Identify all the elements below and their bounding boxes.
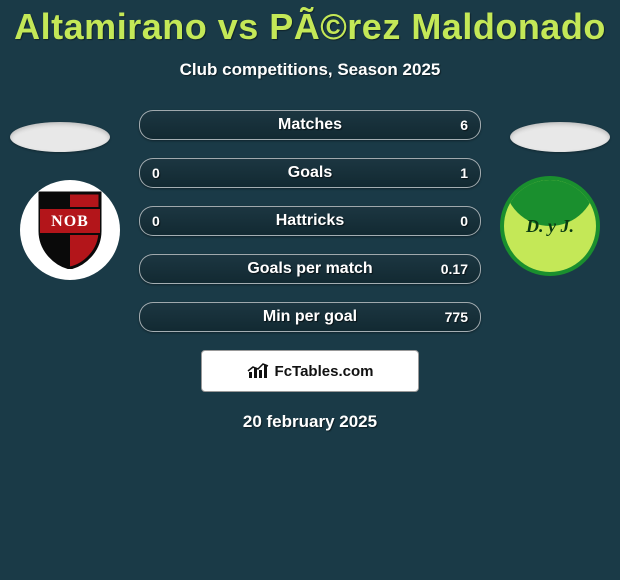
stat-row-min-per-goal: Min per goal 775 bbox=[139, 302, 481, 332]
brand-label: FcTables.com bbox=[275, 363, 374, 380]
stat-right-value: 775 bbox=[445, 303, 468, 331]
stat-label: Matches bbox=[140, 111, 480, 139]
club-badge-left: NOB bbox=[20, 180, 120, 280]
stat-row-goals-per-match: Goals per match 0.17 bbox=[139, 254, 481, 284]
player-silhouette-left bbox=[10, 122, 110, 152]
stat-label: Min per goal bbox=[140, 303, 480, 331]
stat-label: Hattricks bbox=[140, 207, 480, 235]
stat-right-value: 0.17 bbox=[441, 255, 468, 283]
club-badge-right: D. y J. bbox=[500, 176, 600, 276]
stat-row-matches: Matches 6 bbox=[139, 110, 481, 140]
stat-row-goals: 0 Goals 1 bbox=[139, 158, 481, 188]
page-title: Altamirano vs PÃ©rez Maldonado bbox=[0, 0, 620, 48]
nob-circle: NOB bbox=[20, 180, 120, 280]
dyj-circle-icon: D. y J. bbox=[500, 176, 600, 276]
stat-label: Goals per match bbox=[140, 255, 480, 283]
stat-label: Goals bbox=[140, 159, 480, 187]
footer-date: 20 february 2025 bbox=[0, 412, 620, 432]
dyj-badge-text: D. y J. bbox=[504, 216, 596, 237]
player-silhouette-right bbox=[510, 122, 610, 152]
chart-icon bbox=[247, 362, 269, 380]
nob-shield-icon: NOB bbox=[38, 191, 102, 269]
stat-right-value: 1 bbox=[460, 159, 468, 187]
page-subtitle: Club competitions, Season 2025 bbox=[0, 60, 620, 80]
stat-right-value: 0 bbox=[460, 207, 468, 235]
brand-box[interactable]: FcTables.com bbox=[201, 350, 419, 392]
nob-badge-text: NOB bbox=[38, 213, 102, 231]
stat-row-hattricks: 0 Hattricks 0 bbox=[139, 206, 481, 236]
stat-right-value: 6 bbox=[460, 111, 468, 139]
comparison-card: Altamirano vs PÃ©rez Maldonado Club comp… bbox=[0, 0, 620, 580]
